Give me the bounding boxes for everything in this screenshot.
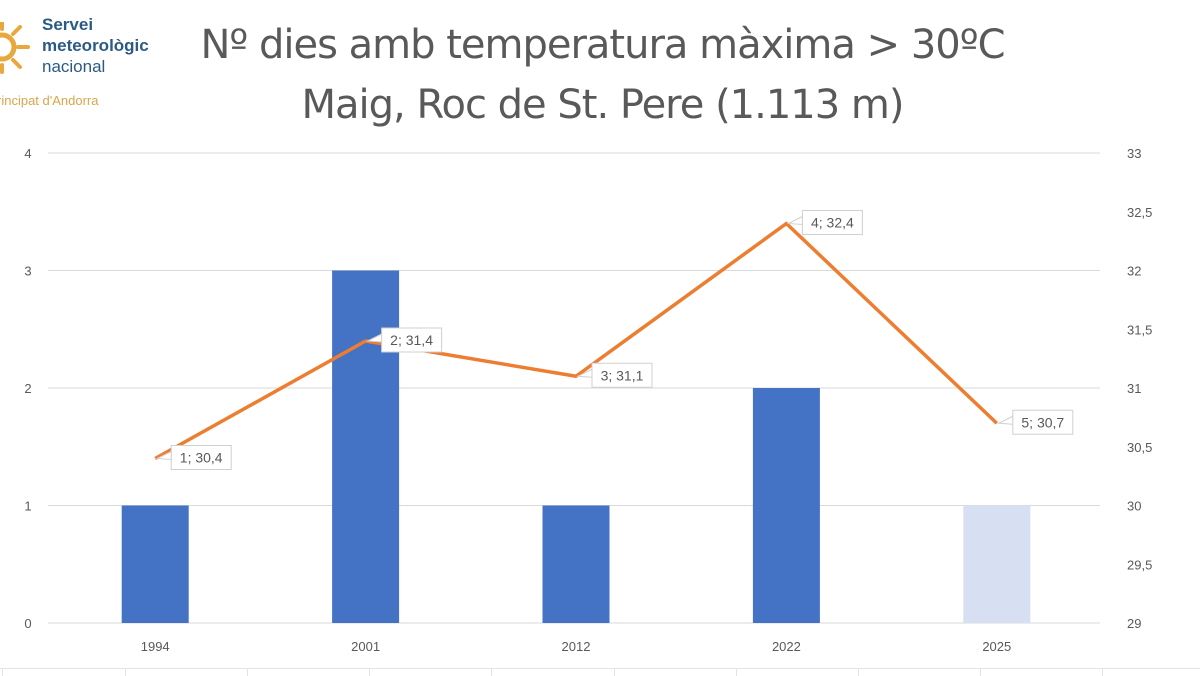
logo-subtitle: rincipat d'Andorra [0,93,99,108]
data-label: 3; 31,1 [576,362,653,388]
logo-line-1: Servei [42,15,94,34]
right-axis-tick: 30,5 [1127,440,1152,455]
svg-text:5; 30,7: 5; 30,7 [1021,414,1064,430]
data-label: 2; 31,4 [365,327,443,353]
left-axis-tick: 2 [24,381,31,396]
right-axis-tick: 32,5 [1127,205,1152,220]
temperature-line[interactable] [154,221,999,461]
right-axis-tick: 30 [1127,499,1141,514]
bar[interactable] [752,388,820,623]
svg-text:3; 31,1: 3; 31,1 [601,367,644,383]
svg-text:1; 30,4: 1; 30,4 [180,450,223,466]
data-label: 5; 30,7 [996,409,1074,435]
right-axis-tick: 29,5 [1127,557,1152,572]
x-axis-tick: 2025 [982,639,1011,654]
svg-text:4; 32,4: 4; 32,4 [811,215,854,231]
right-axis-tick: 29 [1127,616,1141,631]
x-axis-tick: 1994 [141,639,170,654]
left-axis-tick: 4 [24,146,31,161]
logo-line-2: meteorològic [42,36,149,55]
left-axis-tick: 3 [24,264,31,279]
bottom-strip [0,668,1200,676]
left-axis-tick: 1 [24,499,31,514]
bar[interactable] [963,505,1031,624]
data-label: 1; 30,4 [155,445,232,470]
bar[interactable] [542,505,610,624]
right-axis-tick: 33 [1127,146,1141,161]
x-axis-tick: 2022 [772,639,801,654]
x-axis-tick: 2001 [351,639,380,654]
x-axis-tick: 2012 [562,639,591,654]
sun-icon [0,22,30,74]
chart-title: Nº dies amb temperatura màxima > 30ºC [200,22,1005,68]
logo-line-3: nacional [42,57,106,76]
right-axis-tick: 31 [1127,381,1141,396]
right-axis-tick: 31,5 [1127,322,1152,337]
bar[interactable] [332,270,400,624]
svg-text:2; 31,4: 2; 31,4 [390,332,433,348]
chart-subtitle: Maig, Roc de St. Pere (1.113 m) [301,82,905,128]
data-label: 4; 32,4 [786,210,863,235]
logo-text: Servei meteorològic nacional [42,14,149,77]
left-axis-tick: 0 [24,616,31,631]
bar[interactable] [121,505,189,624]
logo: Servei meteorològic nacional rincipat d'… [0,0,190,115]
right-axis-tick: 32 [1127,264,1141,279]
